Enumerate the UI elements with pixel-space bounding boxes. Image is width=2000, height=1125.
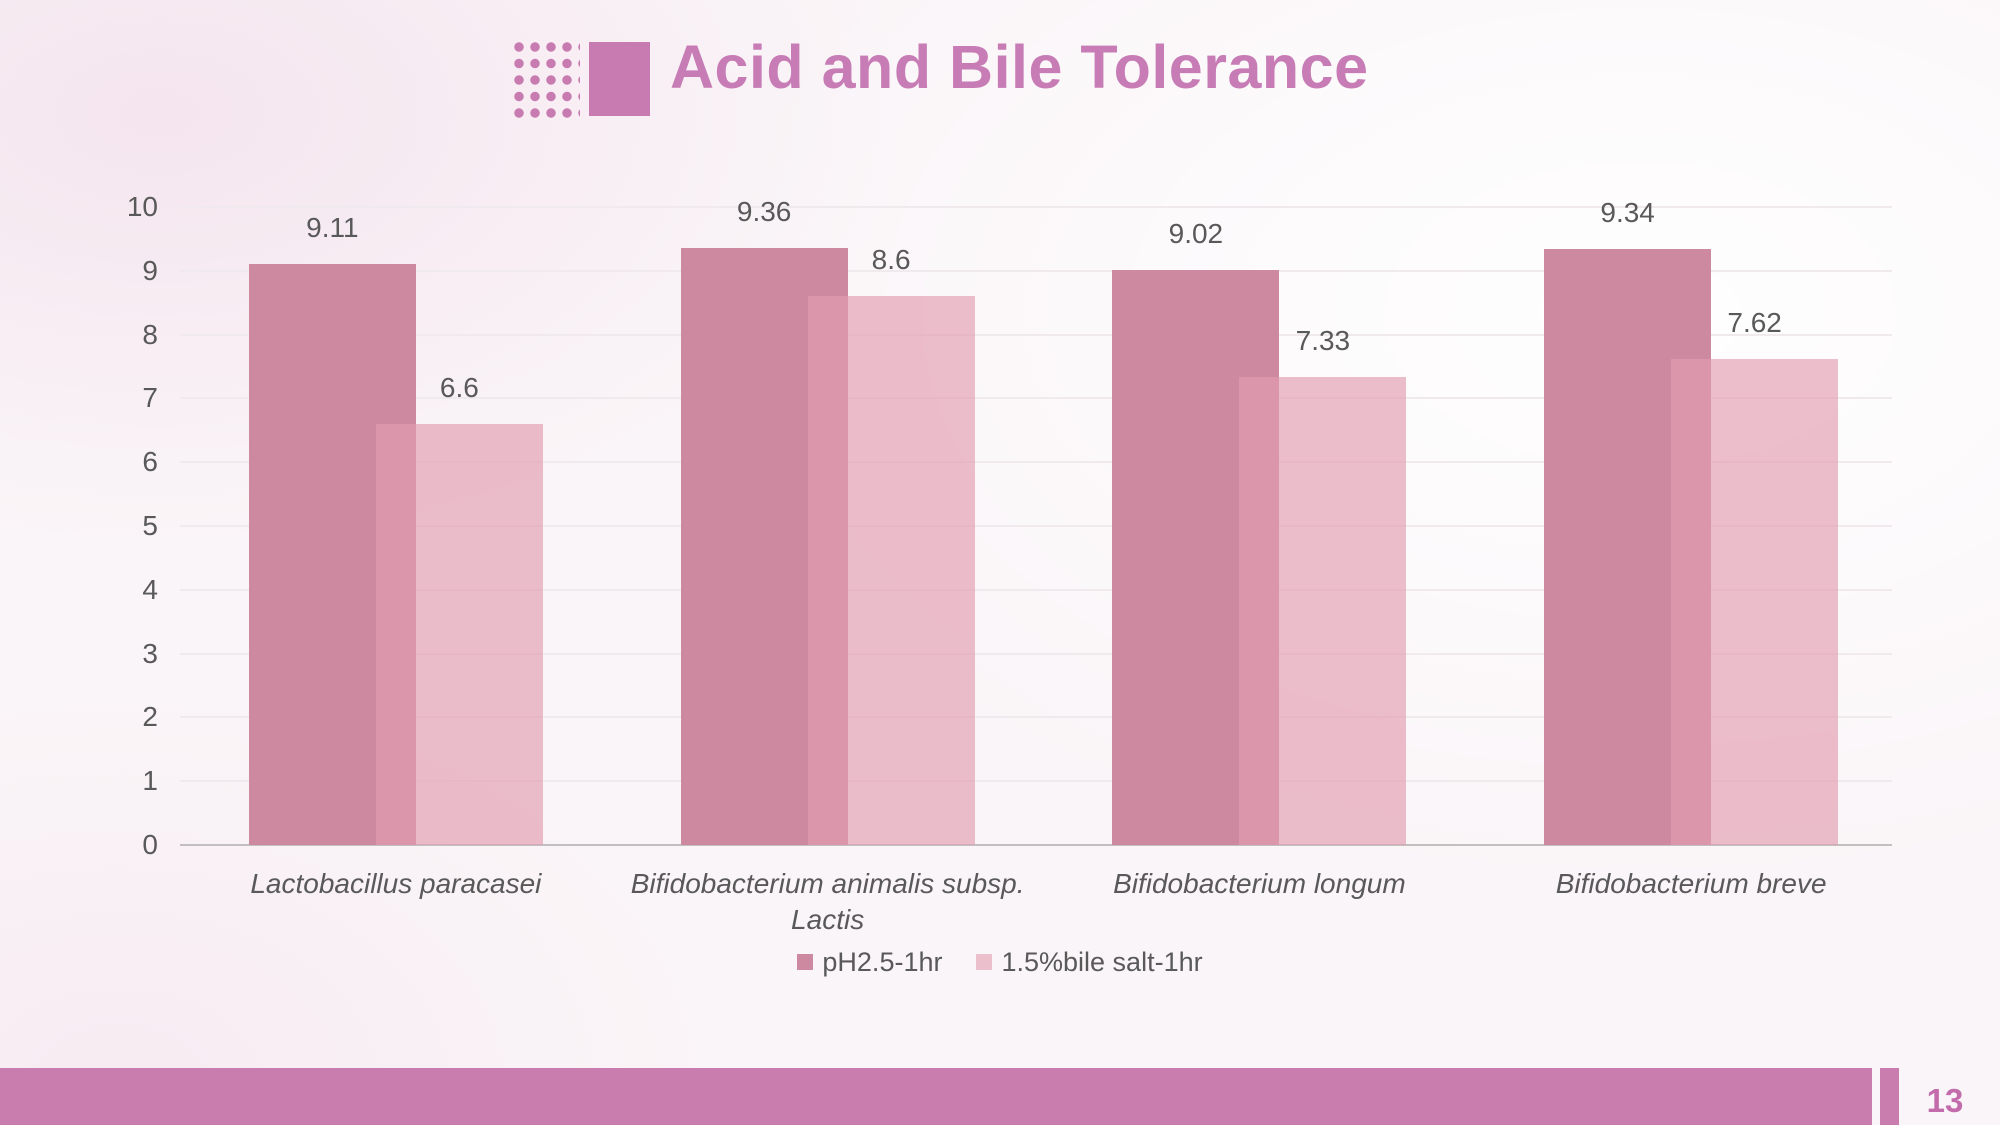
dots-pattern-icon	[514, 42, 580, 124]
gridline	[180, 588, 1892, 591]
bar-series-1	[375, 423, 543, 845]
y-axis-tick-label: 7	[142, 382, 158, 414]
footer-square-decoration	[1880, 1068, 1899, 1125]
gridline	[180, 716, 1892, 719]
y-axis-tick-label: 9	[142, 254, 158, 286]
bar-value-label: 7.33	[1295, 325, 1351, 357]
gridline	[180, 780, 1892, 783]
x-axis-category-label: Bifidobacterium longum	[1113, 868, 1406, 899]
gridline	[180, 652, 1892, 655]
y-axis-tick-label: 10	[126, 191, 158, 222]
gridline	[180, 333, 1892, 336]
y-axis-tick-label: 0	[142, 829, 158, 860]
bar-value-label: 8.6	[871, 244, 911, 276]
y-axis-tick-label: 1	[142, 765, 158, 797]
x-axis-line	[180, 844, 1892, 846]
y-axis-tick-label: 8	[142, 318, 158, 350]
bar-value-label: 9.34	[1600, 197, 1655, 229]
y-axis-tick-label: 3	[142, 637, 158, 669]
chart-legend: pH2.5-1hr 1.5%bile salt-1hr	[0, 947, 2000, 977]
bar-series-1	[1671, 358, 1839, 845]
bar-series-1	[1239, 377, 1407, 845]
bar-series-1	[807, 296, 975, 845]
y-axis-tick-label: 5	[142, 510, 158, 541]
legend-label: 1.5%bile salt-1hr	[1001, 947, 1203, 977]
gridline	[180, 461, 1892, 464]
x-axis-category-label: Bifidobacterium animalis subsp. Lactis	[630, 868, 1025, 935]
title-square-decoration	[589, 42, 650, 116]
legend-item-series-1: 1.5%bile salt-1hr	[976, 947, 1203, 977]
bar-value-label: 9.36	[736, 195, 792, 227]
gridline	[180, 525, 1892, 527]
x-axis-category-label: Bifidobacterium breve	[1555, 868, 1827, 899]
bar-value-label: 9.11	[306, 211, 359, 243]
y-axis-tick-label: 6	[142, 446, 158, 478]
page-title: Acid and Bile Tolerance	[670, 33, 1369, 101]
legend-item-series-0: pH2.5-1hr	[797, 947, 942, 977]
footer-bar-decoration	[0, 1068, 1872, 1125]
bar-value-label: 7.62	[1727, 306, 1782, 338]
y-axis-tick-label: 2	[142, 701, 158, 733]
legend-label: pH2.5-1hr	[822, 947, 943, 977]
x-axis-category-label: Lactobacillus paracasei	[250, 868, 542, 899]
legend-swatch-icon	[797, 954, 814, 970]
gridline	[180, 397, 1892, 400]
page-number: 13	[1926, 1082, 1964, 1119]
bar-value-label: 6.6	[439, 371, 479, 403]
gridline	[180, 206, 1892, 208]
bar-value-label: 9.02	[1168, 217, 1224, 249]
y-axis-tick-label: 4	[142, 573, 158, 605]
gridline	[180, 269, 1892, 272]
legend-swatch-icon	[976, 954, 993, 970]
